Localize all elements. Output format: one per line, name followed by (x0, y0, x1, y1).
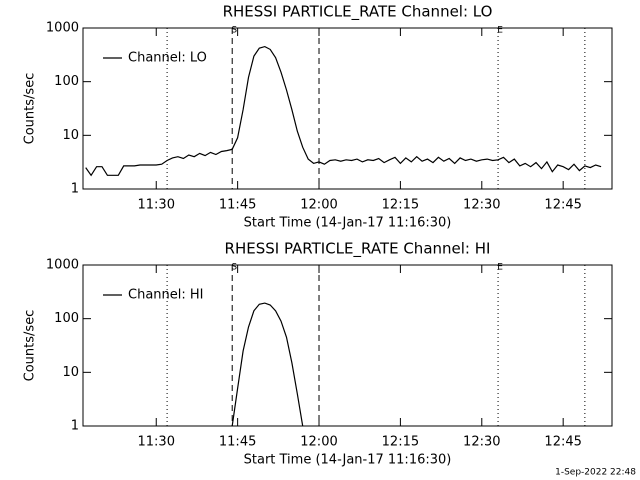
x-tick-label: 12:30 (463, 435, 500, 450)
data-line (231, 302, 304, 426)
y-axis-label: Counts/sec (23, 73, 38, 145)
x-tick-label: 12:00 (300, 435, 337, 450)
x-tick-label: 12:30 (463, 198, 500, 213)
x-tick-label: 11:30 (138, 435, 175, 450)
x-tick-label: 12:45 (544, 198, 581, 213)
y-axis-label: Counts/sec (23, 310, 38, 382)
x-tick-label: 12:15 (382, 198, 419, 213)
marker-label: S (231, 26, 237, 36)
y-tick-label: 1000 (46, 21, 79, 36)
x-tick-label: 12:15 (382, 435, 419, 450)
marker-label: E (497, 263, 503, 273)
legend-label: Channel: LO (128, 51, 207, 66)
marker-label: S (231, 263, 237, 273)
plot-frame (82, 27, 613, 190)
y-tick-label: 100 (54, 311, 79, 326)
y-tick-label: 1000 (46, 258, 79, 273)
x-tick-label: 12:00 (300, 198, 337, 213)
footer: 1-Sep-2022 22:48 (555, 468, 636, 478)
y-tick-label: 100 (54, 74, 79, 89)
y-tick-label: 10 (62, 365, 79, 380)
x-tick-label: 11:30 (138, 198, 175, 213)
chart-title: RHESSI PARTICLE_RATE Channel: LO (223, 3, 493, 22)
x-tick-label: 11:45 (219, 198, 256, 213)
data-line (85, 45, 602, 177)
y-tick-label: 1 (71, 182, 79, 197)
x-axis-label: Start Time (14-Jan-17 11:16:30) (244, 453, 452, 468)
x-tick-label: 11:45 (219, 435, 256, 450)
legend-label: Channel: HI (128, 288, 204, 303)
x-axis-label: Start Time (14-Jan-17 11:16:30) (244, 216, 452, 231)
x-tick-label: 12:45 (544, 435, 581, 450)
y-tick-label: 1 (71, 419, 79, 434)
plot-frame (82, 264, 613, 427)
y-tick-label: 10 (62, 128, 79, 143)
chart-title: RHESSI PARTICLE_RATE Channel: HI (225, 240, 491, 259)
marker-label: E (497, 26, 503, 36)
